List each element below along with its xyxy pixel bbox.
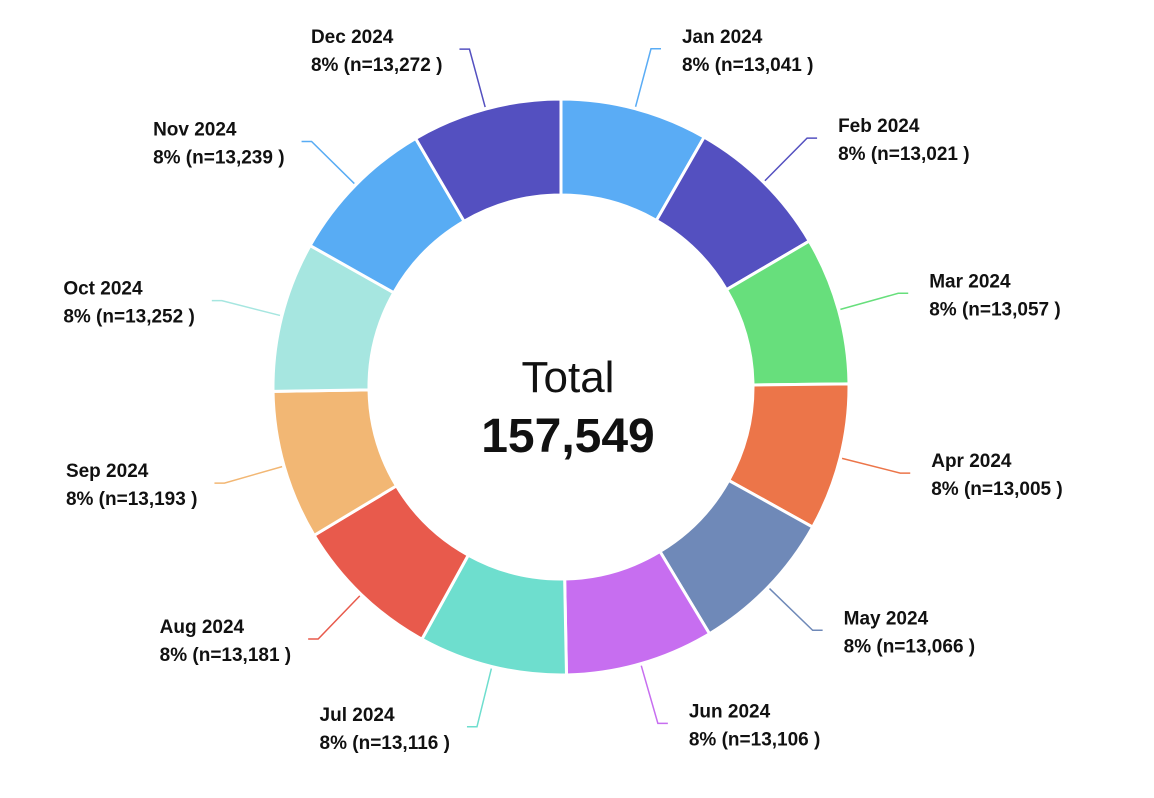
data-label: 8% (n=13,272 ) [311, 55, 443, 76]
category-label: Jun 2024 [689, 701, 771, 722]
data-label: 8% (n=13,106 ) [689, 729, 821, 750]
category-label: Mar 2024 [929, 271, 1011, 292]
category-label: Aug 2024 [160, 617, 245, 638]
center-title: Total [522, 353, 615, 402]
center-total-value: 157,549 [481, 410, 655, 463]
leader-line [211, 299, 281, 317]
data-label: 8% (n=13,021 ) [838, 144, 970, 165]
category-label: Sep 2024 [66, 461, 149, 482]
data-label: 8% (n=13,239 ) [153, 147, 285, 168]
data-label: 8% (n=13,005 ) [931, 479, 1063, 500]
leader-line [768, 588, 823, 632]
data-label: 8% (n=13,181 ) [160, 645, 292, 666]
category-label: Feb 2024 [838, 116, 920, 137]
category-label: Oct 2024 [63, 279, 143, 300]
category-label: May 2024 [844, 608, 929, 629]
category-label: Apr 2024 [931, 451, 1012, 472]
leader-line [640, 665, 668, 725]
data-label: 8% (n=13,116 ) [320, 733, 450, 754]
category-label: Jul 2024 [320, 705, 395, 726]
leader-line [214, 465, 283, 484]
data-label: 8% (n=13,252 ) [63, 307, 195, 328]
category-label: Jan 2024 [682, 27, 763, 48]
leader-line [634, 48, 661, 107]
data-label: 8% (n=13,193 ) [66, 489, 198, 510]
category-label: Dec 2024 [311, 27, 394, 48]
data-label: 8% (n=13,041 ) [682, 55, 814, 76]
data-label: 8% (n=13,057 ) [929, 299, 1061, 320]
category-label: Nov 2024 [153, 119, 237, 140]
leader-line [841, 457, 911, 474]
leader-line [308, 595, 361, 640]
slice-dec-2024[interactable] [414, 97, 563, 223]
data-label: 8% (n=13,066 ) [844, 636, 976, 657]
leader-line [840, 292, 909, 311]
leader-line [764, 137, 818, 182]
leader-line [301, 140, 355, 185]
leader-line [466, 668, 493, 728]
leader-line [459, 48, 486, 108]
